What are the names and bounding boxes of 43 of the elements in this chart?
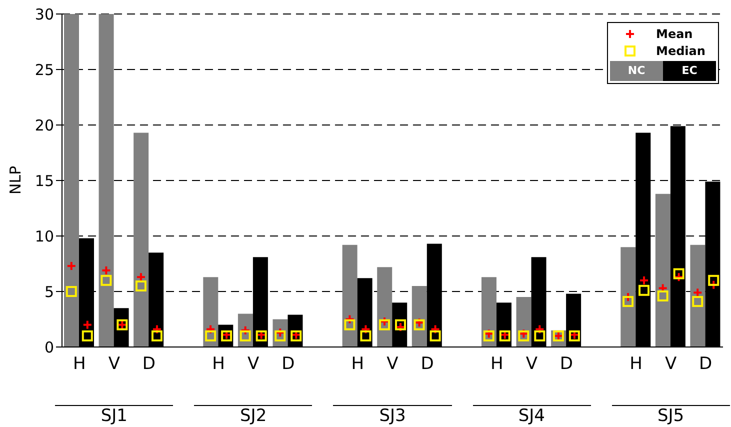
y-tick-label: 30 bbox=[34, 5, 54, 24]
bar bbox=[655, 194, 670, 347]
x-tick-label: V bbox=[108, 354, 120, 374]
x-tick-label: D bbox=[699, 354, 712, 374]
x-tick-label: V bbox=[664, 354, 677, 374]
x-tick-label: H bbox=[490, 354, 504, 374]
y-tick-label: 15 bbox=[34, 172, 54, 190]
x-tick-label: V bbox=[248, 354, 260, 374]
text: SJ3 bbox=[378, 406, 407, 426]
x-tick-label: H bbox=[72, 354, 86, 374]
x-tick-label: D bbox=[420, 354, 434, 374]
legend-label: Mean bbox=[656, 26, 693, 40]
y-tick-label: 25 bbox=[34, 60, 54, 79]
x-tick-label: H bbox=[212, 354, 225, 374]
text: SJ2 bbox=[239, 406, 268, 426]
x-tick-label: H bbox=[630, 354, 642, 374]
text: NC bbox=[610, 61, 663, 81]
bar bbox=[481, 277, 496, 347]
bar bbox=[620, 247, 636, 347]
y-tick-label: 0 bbox=[44, 338, 54, 356]
x-tick-label: H bbox=[351, 354, 364, 374]
bar bbox=[134, 132, 149, 347]
text: EC bbox=[663, 61, 716, 81]
y-tick-label: 20 bbox=[34, 116, 54, 134]
y-tick-label: 5 bbox=[44, 282, 54, 301]
bar bbox=[412, 286, 427, 347]
legend-label: Median bbox=[656, 44, 706, 58]
bar bbox=[64, 14, 79, 347]
x-tick-label: D bbox=[142, 354, 156, 374]
x-tick-label: V bbox=[526, 354, 538, 374]
bar bbox=[690, 244, 706, 347]
x-tick-label: V bbox=[386, 354, 399, 374]
bar bbox=[342, 244, 358, 347]
y-axis-title: NLP bbox=[6, 166, 24, 194]
x-tick-label: D bbox=[282, 354, 295, 374]
text: SJ1 bbox=[100, 406, 128, 426]
x-tick-label: D bbox=[560, 354, 573, 374]
bar bbox=[203, 277, 218, 347]
text: SJ5 bbox=[656, 406, 686, 426]
bar bbox=[377, 267, 392, 347]
y-tick-label: 10 bbox=[34, 227, 54, 246]
bar bbox=[98, 14, 114, 347]
text: SJ4 bbox=[517, 406, 546, 426]
